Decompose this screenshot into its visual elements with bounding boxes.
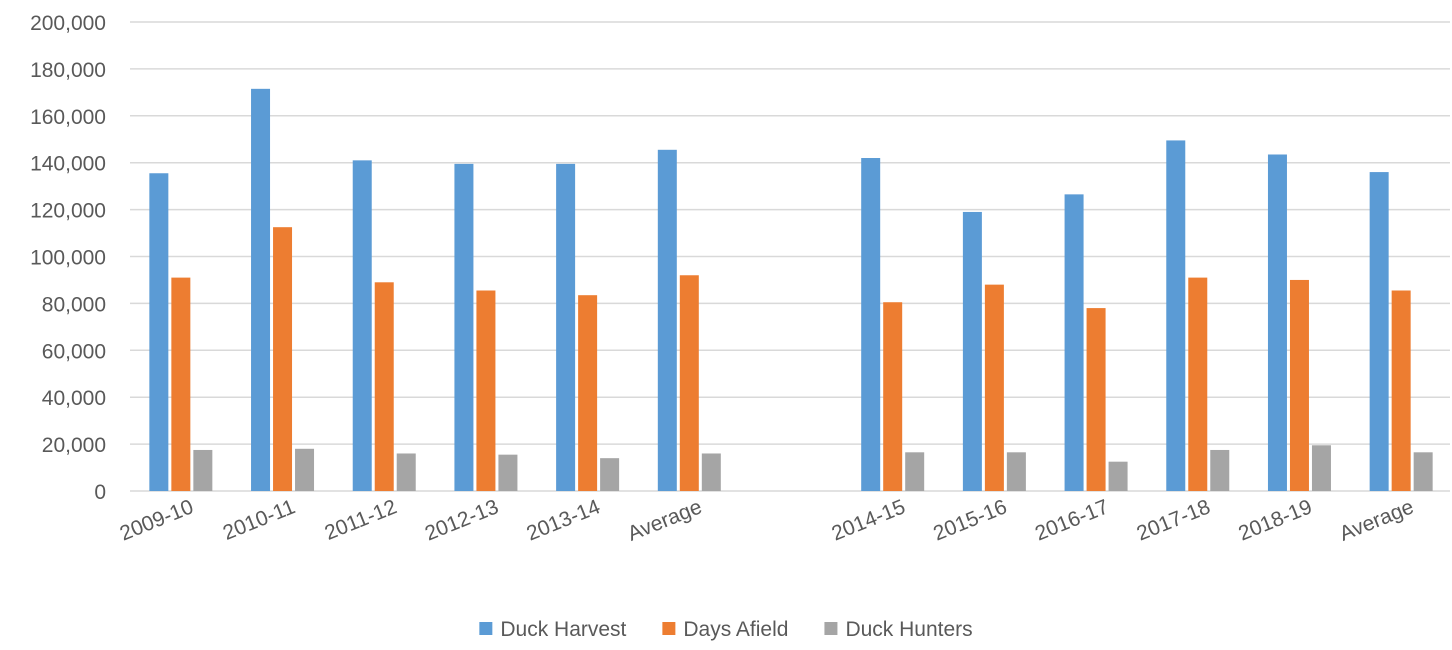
y-tick-label: 100,000 [30,247,106,270]
bar-duck-harvest [861,158,881,491]
bar-duck-hunters [396,453,416,491]
bar-duck-hunters [1413,452,1433,491]
bar-days-afield [171,277,191,491]
y-tick-label: 80,000 [42,293,106,316]
legend-item-days-afield: Days Afield [662,618,788,641]
x-tick-label: Average [1336,495,1417,545]
legend-swatch [479,622,493,635]
y-tick-label: 160,000 [30,106,106,129]
y-tick-label: 180,000 [30,59,106,82]
bars [149,88,1433,492]
legend-item-duck-hunters: Duck Hunters [824,618,973,641]
bar-duck-hunters [905,452,925,491]
bar-duck-harvest [1369,172,1389,491]
bar-duck-hunters [600,458,620,491]
x-tick-label: Average [624,495,705,545]
y-tick-label: 140,000 [30,153,106,176]
bar-duck-harvest [454,163,474,491]
x-tick-label: 2010-11 [220,495,299,545]
x-tick-label: 2013-14 [523,495,603,545]
bar-days-afield [578,295,598,491]
x-tick-label: 2012-13 [422,495,502,545]
x-tick-label: 2017-18 [1134,495,1214,545]
legend-label: Duck Harvest [500,618,626,641]
bar-days-afield [984,284,1004,491]
bar-duck-hunters [295,448,315,491]
bar-duck-hunters [1108,461,1128,491]
y-tick-label: 0 [94,481,106,504]
y-tick-label: 40,000 [42,387,106,410]
x-axis-tick-labels: 2009-10 2010-11 2011-12 2012-13 2013-14 Avera… [117,495,1417,546]
x-tick-label: 2011-12 [321,495,400,545]
bar-duck-harvest [657,149,677,492]
bar-days-afield [883,302,903,491]
bar-duck-hunters [1006,452,1026,491]
bar-days-afield [1289,279,1309,491]
bar-duck-harvest [352,160,372,492]
bar-duck-harvest [556,163,576,491]
y-tick-label: 200,000 [30,12,106,35]
legend-swatch [824,622,838,635]
x-tick-label: 2014-15 [828,495,908,545]
gridlines [130,21,1450,492]
legend-item-duck-harvest: Duck Harvest [479,618,627,641]
y-tick-label: 60,000 [42,340,106,363]
bar-days-afield [273,227,293,491]
bar-duck-hunters [1210,449,1230,491]
bar-duck-hunters [1311,445,1331,491]
y-tick-label: 120,000 [30,200,106,223]
bar-duck-harvest [251,88,271,492]
y-tick-label: 20,000 [42,434,106,457]
bar-days-afield [1391,290,1411,491]
bar-duck-hunters [193,449,213,491]
bar-duck-hunters [701,453,721,491]
bar-days-afield [374,282,394,491]
legend-swatch [662,622,676,635]
x-tick-label: 2018-19 [1235,495,1315,545]
y-axis-tick-labels: 0 20,000 40,000 60,000 80,000 100,000 120,000 1… [30,12,106,504]
bar-duck-harvest [149,173,169,491]
legend-label: Duck Hunters [845,618,972,641]
x-tick-label: 2009-10 [117,495,197,545]
bar-days-afield [1086,308,1106,491]
bar-days-afield [679,275,699,491]
x-tick-label: 2016-17 [1032,495,1112,545]
bar-duck-harvest [962,211,982,491]
bar-days-afield [1188,277,1208,491]
legend-label: Days Afield [683,618,788,641]
legend: Duck Harvest Days Afield Duck Hunters [479,618,973,641]
bar-duck-harvest [1064,194,1084,492]
bar-duck-hunters [498,454,518,491]
bar-duck-harvest [1267,154,1287,491]
bar-days-afield [476,290,496,491]
bar-duck-harvest [1166,140,1186,492]
x-tick-label: 2015-16 [930,495,1010,545]
